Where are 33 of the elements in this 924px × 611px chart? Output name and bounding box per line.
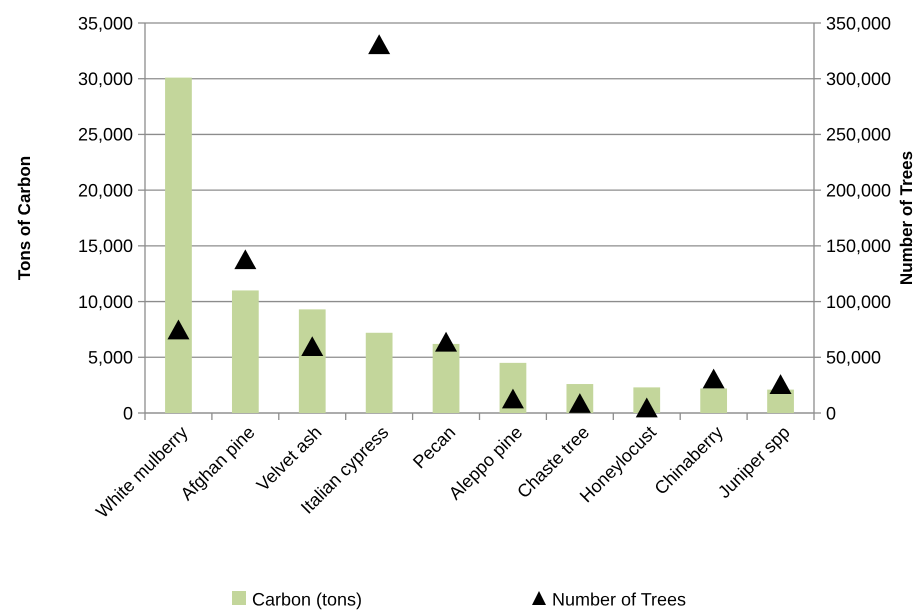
- y2-tick-label: 300,000: [826, 69, 892, 90]
- y-axis-title: Tons of Carbon: [15, 156, 34, 280]
- y-tick-label: 25,000: [78, 124, 133, 145]
- bar: [700, 388, 728, 413]
- point: [167, 320, 190, 340]
- y2-tick-label: 200,000: [826, 180, 892, 200]
- y2-axis-title: Number of Trees: [897, 150, 916, 286]
- y2-tick-label: 50,000: [826, 348, 882, 368]
- y-tick-label: 35,000: [78, 13, 133, 34]
- y2-tick-label: 0: [826, 403, 836, 424]
- point: [435, 332, 458, 352]
- y-tick-label: 30,000: [78, 69, 133, 90]
- bar: [366, 332, 393, 413]
- point: [702, 368, 725, 388]
- point: [770, 374, 792, 394]
- bar: [432, 344, 460, 413]
- bar: [165, 78, 192, 413]
- point: [234, 249, 256, 270]
- y2-tick-label: 350,000: [826, 13, 892, 34]
- y-tick-label: 0: [122, 403, 133, 424]
- y-tick-label: 20,000: [78, 180, 133, 200]
- y-tick-label: 10,000: [78, 292, 133, 312]
- y-tick-label: 5,000: [88, 348, 133, 368]
- legend-label: Carbon (tons): [252, 589, 362, 610]
- y-tick-label: 15,000: [78, 236, 133, 256]
- point: [368, 34, 390, 54]
- legend-label: Number of Trees: [552, 589, 686, 610]
- y2-tick-label: 150,000: [826, 236, 892, 256]
- bar: [232, 290, 259, 413]
- y2-tick-label: 250,000: [826, 124, 892, 145]
- point: [301, 336, 324, 356]
- bar: [298, 309, 326, 413]
- y2-tick-label: 100,000: [826, 292, 892, 312]
